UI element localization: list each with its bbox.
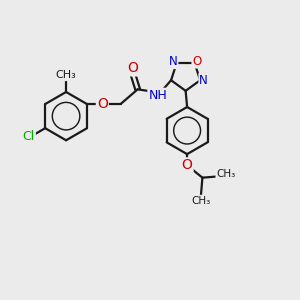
Text: CH₃: CH₃ [216,169,236,179]
Text: N: N [169,55,178,68]
Text: CH₃: CH₃ [191,196,211,206]
Text: N: N [200,74,208,87]
Text: O: O [127,61,138,75]
Text: CH₃: CH₃ [56,70,76,80]
Text: O: O [97,97,108,111]
Text: O: O [192,55,202,68]
Text: Cl: Cl [23,130,35,143]
Text: NH: NH [148,89,167,102]
Text: O: O [182,158,193,172]
